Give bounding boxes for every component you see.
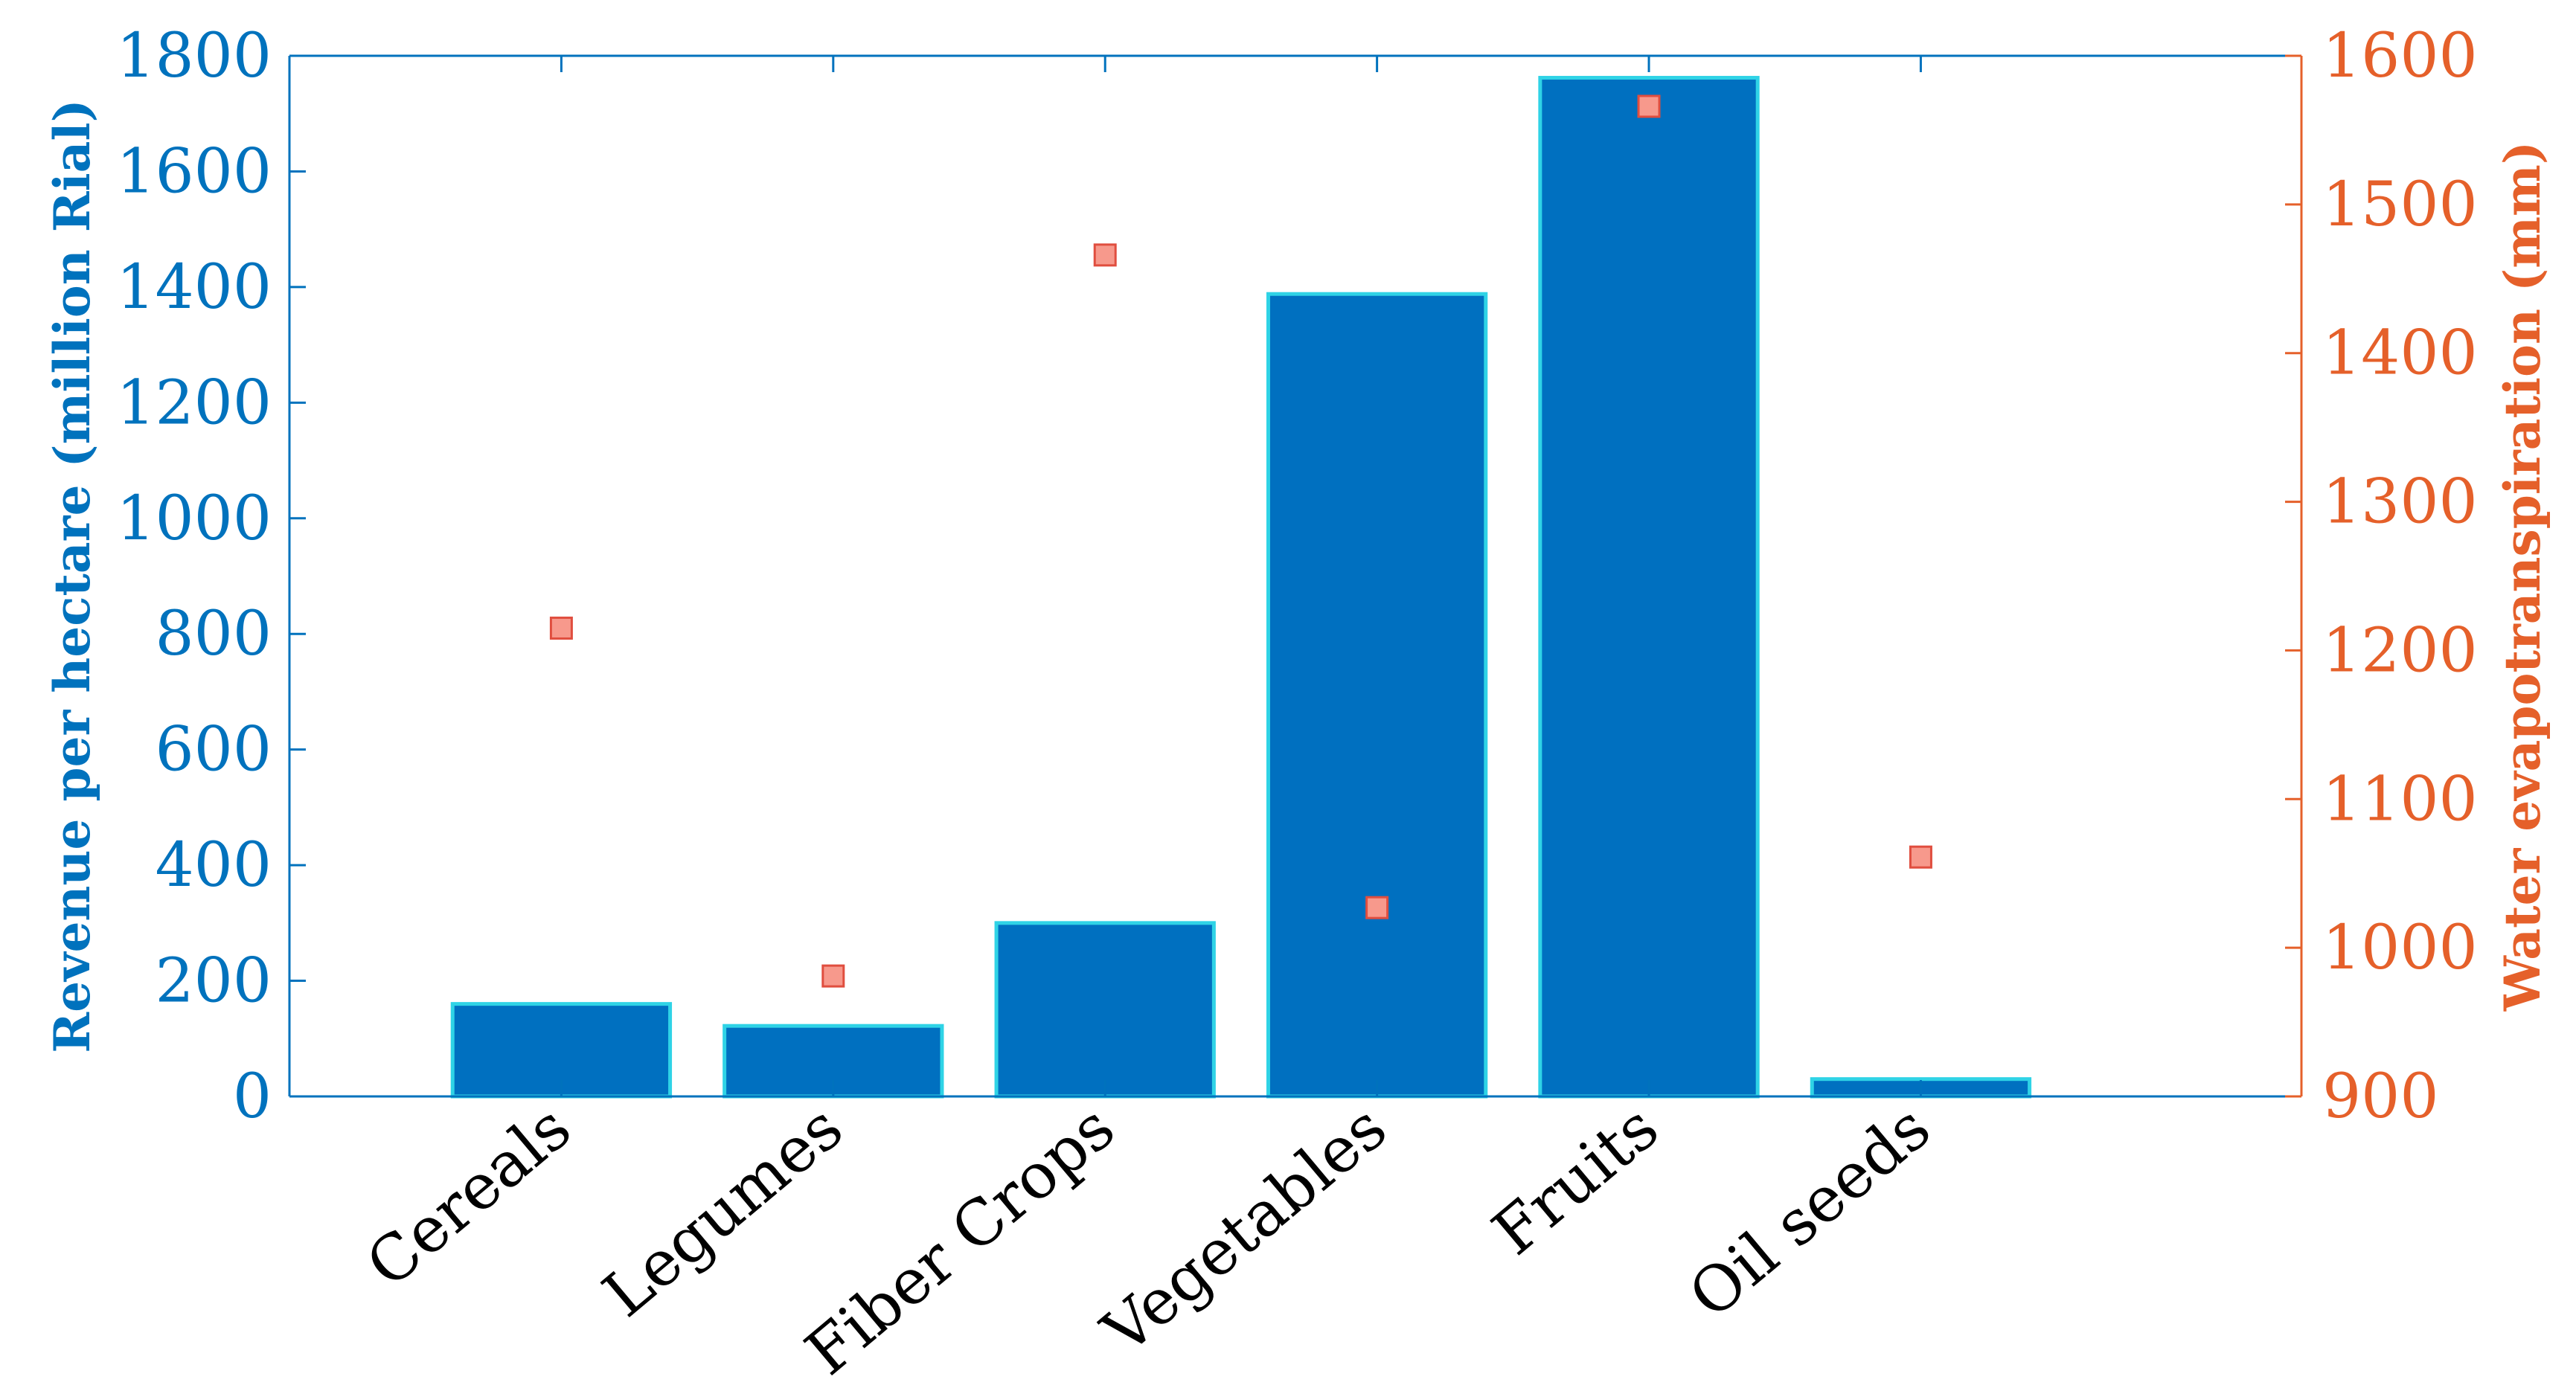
marker-fiber-crops [1093,243,1117,267]
right-tick-label: 1300 [2322,467,2478,538]
right-tick-label: 1600 [2322,21,2478,91]
bars-layer [450,76,2032,1099]
axes-layer [288,54,2303,1098]
bar-vegetables [1266,292,1488,1099]
x-tick-label: Oil seeds [1676,1090,1944,1332]
right-tick-label: 1400 [2322,318,2478,389]
marker-fruits [1637,94,1661,118]
left-tick-label: 0 [233,1061,272,1132]
left-tick-label: 400 [155,830,272,901]
x-tick-label: Cereals [353,1090,584,1301]
left-tick-label: 600 [155,715,272,785]
bar-fruits [1538,76,1760,1099]
marker-vegetables [1365,896,1389,919]
marker-oil-seeds [1909,845,1932,869]
right-tick-label: 1000 [2322,913,2478,983]
right-tick-label: 1200 [2322,615,2478,686]
x-tick-label: Legumes [589,1090,856,1331]
left-tick-label: 1600 [116,136,272,207]
left-tick-label: 200 [155,946,272,1017]
left-tick-label: 800 [155,599,272,669]
left-tick-label: 1400 [116,252,272,323]
x-tick-label: Vegetables [1089,1090,1400,1369]
marker-legumes [821,964,845,988]
right-tick-label: 1500 [2322,170,2478,240]
left-tick-label: 1000 [116,483,272,554]
left-tick-label: 1800 [116,21,272,91]
bar-fiber-crops [994,921,1216,1099]
left-tick-label: 1200 [116,367,272,438]
markers-layer [549,94,1932,988]
right-tick-label: 900 [2322,1061,2439,1132]
x-tick-label: Fruits [1479,1090,1672,1269]
marker-cereals [549,616,573,640]
left-axis-title: Revenue per hectare (million Rial) [43,99,101,1053]
right-axis-title: Water evapotranspiration (mm) [2493,141,2551,1012]
right-tick-label: 1100 [2322,764,2478,835]
